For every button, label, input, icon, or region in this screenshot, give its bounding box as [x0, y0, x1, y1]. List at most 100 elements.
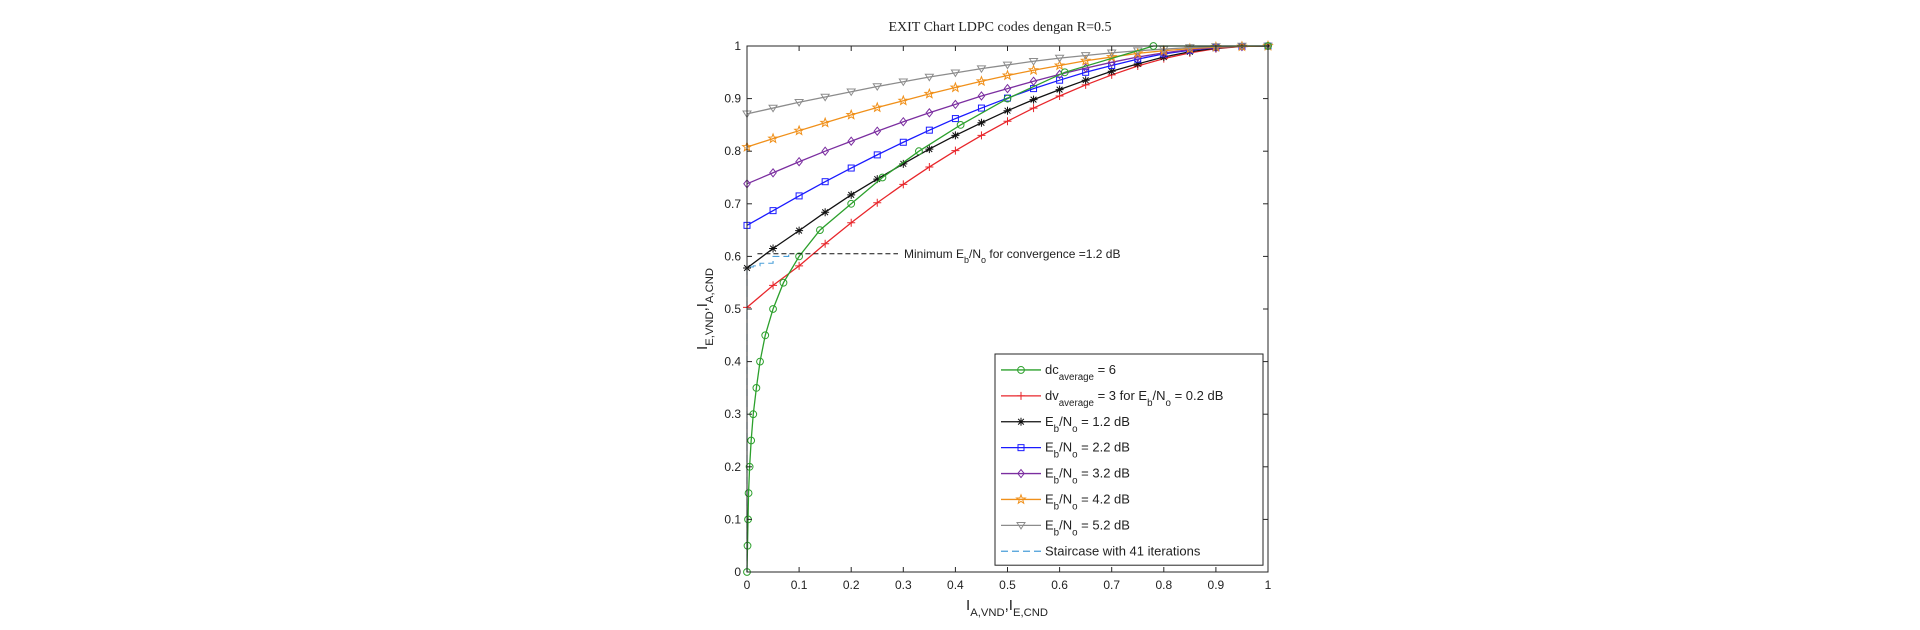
legend-label: Eb/No = 5.2 dB	[1045, 517, 1130, 538]
data-point-triangle	[1184, 44, 1195, 53]
legend-label-part: /N	[1059, 517, 1072, 532]
legend-label-part: /N	[1153, 388, 1166, 403]
y-tick-label: 0.1	[724, 512, 741, 526]
data-point-star	[975, 75, 988, 87]
data-point-diamond	[1003, 83, 1012, 94]
series-line	[746, 45, 1268, 573]
legend-label-part: o	[1072, 501, 1078, 512]
data-point-triangle	[1028, 57, 1039, 66]
data-point-square	[977, 104, 985, 112]
legend-label-part: average	[1059, 397, 1094, 408]
x-tick-label: 0.8	[1155, 578, 1172, 592]
legend-label-part: E	[1045, 466, 1054, 481]
data-point-circle	[795, 252, 803, 261]
y-axis-label: IE,VND,IA,CND	[694, 268, 716, 350]
legend-entry: Eb/No = 3.2 dB	[1001, 466, 1130, 486]
legend-label-part: = 3.2 dB	[1078, 466, 1130, 481]
legend-label-part: = 4.2 dB	[1078, 491, 1130, 506]
legend-label-part: b	[1054, 501, 1060, 512]
legend-label-part: average	[1059, 371, 1094, 382]
series-line	[746, 45, 1269, 185]
data-point-diamond	[1029, 76, 1038, 87]
data-point-triangle	[1054, 54, 1065, 63]
y-tick-label: 0.8	[724, 144, 741, 158]
data-point-plus	[873, 198, 882, 207]
legend-label: dcaverage = 6	[1045, 362, 1116, 383]
series-7	[746, 251, 790, 572]
data-point-circle	[878, 173, 887, 182]
legend-label-part: b	[1054, 527, 1060, 538]
x-tick-label: 0.3	[895, 578, 912, 592]
x-axis-label-part: I	[966, 597, 970, 614]
y-axis-label-part: A,CND	[704, 268, 716, 303]
data-point-plus	[769, 281, 778, 290]
data-point-square	[821, 178, 829, 186]
data-point-asterisk	[977, 118, 986, 127]
legend-label-part: Staircase with 41 iterations	[1045, 543, 1201, 558]
data-point-square	[925, 126, 933, 134]
y-tick-label: 0.4	[724, 355, 741, 369]
data-point-triangle	[976, 65, 987, 74]
data-point-diamond	[769, 167, 777, 178]
data-point-plus	[795, 261, 804, 270]
legend-entry: Eb/No = 4.2 dB	[1001, 491, 1130, 512]
legend-label-part: E	[1045, 414, 1054, 429]
data-point-diamond	[925, 108, 934, 118]
data-point-diamond	[951, 99, 960, 110]
data-point-plus	[1017, 391, 1025, 400]
y-tick-label: 0.5	[724, 302, 741, 316]
legend-label-part: = 3 for E	[1094, 388, 1147, 403]
data-point-triangle	[1016, 522, 1026, 530]
annotation-text-part: o	[981, 255, 986, 265]
data-point-plus	[1003, 117, 1012, 126]
legend-label-part: b	[1147, 397, 1153, 408]
legend-label-part: = 0.2 dB	[1171, 388, 1223, 403]
data-point-triangle	[898, 78, 909, 87]
data-point-plus	[951, 146, 960, 155]
series-line	[746, 45, 1269, 148]
y-tick-label: 0.6	[724, 249, 741, 263]
y-tick-label: 1	[734, 39, 741, 53]
annotation-layer: Minimum Eb/No for convergence =1.2 dB	[757, 247, 1120, 265]
data-point-triangle	[872, 83, 883, 92]
data-point-asterisk	[1133, 59, 1142, 68]
data-point-diamond	[847, 136, 856, 147]
data-point-square	[1134, 55, 1142, 63]
data-point-diamond	[1017, 468, 1025, 479]
data-point-triangle	[1080, 52, 1091, 61]
data-point-asterisk	[899, 159, 908, 168]
data-point-plus	[925, 162, 934, 171]
data-point-circle	[847, 199, 856, 208]
legend-label-part: /N	[1059, 466, 1072, 481]
data-point-asterisk	[821, 208, 830, 217]
data-point-star	[1015, 493, 1027, 505]
legend-label: dvaverage = 3 for Eb/No = 0.2 dB	[1045, 388, 1223, 409]
data-point-asterisk	[847, 190, 856, 199]
x-tick-label: 0.9	[1208, 578, 1225, 592]
x-axis-label: IA,VND,IE,CND	[966, 597, 1048, 619]
data-point-star	[871, 101, 883, 113]
legend-entry: dvaverage = 3 for Eb/No = 0.2 dB	[1001, 388, 1223, 409]
data-point-star	[845, 108, 857, 120]
data-point-diamond	[795, 156, 803, 167]
data-point-asterisk	[1003, 106, 1012, 115]
legend-entry: Staircase with 41 iterations	[1001, 543, 1201, 558]
y-axis-label-part: I	[694, 346, 711, 350]
annotation-text-part: b	[964, 255, 969, 265]
legend-label-part: o	[1166, 397, 1172, 408]
data-point-asterisk	[1081, 76, 1090, 85]
data-point-circle	[816, 226, 824, 235]
data-point-circle	[744, 489, 753, 498]
legend-label-part: = 5.2 dB	[1078, 517, 1130, 532]
data-point-diamond	[821, 146, 829, 157]
data-point-square	[769, 207, 777, 215]
legend-label: Eb/No = 2.2 dB	[1045, 440, 1130, 461]
data-point-asterisk	[1055, 85, 1064, 94]
y-tick-label: 0.3	[724, 407, 741, 421]
data-point-asterisk	[873, 175, 882, 184]
x-tick-label: 0.5	[999, 578, 1016, 592]
data-point-diamond	[873, 126, 882, 137]
legend-label-part: = 6	[1094, 362, 1116, 377]
legend-entry: Eb/No = 2.2 dB	[1001, 440, 1130, 461]
